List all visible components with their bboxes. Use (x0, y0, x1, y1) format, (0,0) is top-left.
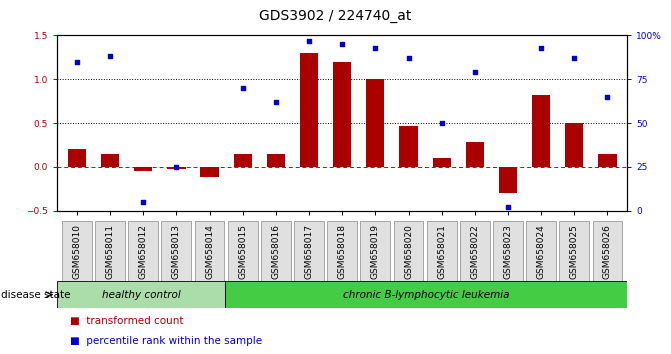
Bar (399, 126, 417, 167)
Bar (499, 167, 517, 193)
FancyBboxPatch shape (560, 221, 589, 281)
Point (105, 53, 115, 59)
Text: GSM658021: GSM658021 (437, 224, 446, 279)
FancyBboxPatch shape (592, 221, 623, 281)
FancyBboxPatch shape (128, 221, 158, 281)
Point (403, 55, 414, 61)
Point (470, 69, 480, 75)
Bar (333, 62, 352, 167)
FancyBboxPatch shape (195, 221, 225, 281)
Bar (201, 167, 219, 177)
Text: GSM658012: GSM658012 (139, 224, 148, 279)
Bar (565, 123, 584, 167)
Bar (466, 142, 484, 167)
Text: GSM658026: GSM658026 (603, 224, 612, 279)
Bar (599, 154, 617, 167)
Point (171, 164, 182, 170)
Point (204, 213, 215, 219)
Point (72, 59, 83, 64)
Text: GSM658024: GSM658024 (537, 224, 546, 279)
Text: GSM658019: GSM658019 (371, 224, 380, 279)
FancyBboxPatch shape (460, 221, 490, 281)
FancyBboxPatch shape (394, 221, 423, 281)
Bar (532, 95, 550, 167)
Text: ■  percentile rank within the sample: ■ percentile rank within the sample (70, 336, 262, 346)
FancyBboxPatch shape (95, 221, 125, 281)
Bar (101, 154, 119, 167)
FancyBboxPatch shape (261, 221, 291, 281)
Point (569, 55, 580, 61)
FancyBboxPatch shape (526, 221, 556, 281)
Point (536, 45, 547, 51)
Text: GSM658022: GSM658022 (470, 224, 479, 279)
Bar (234, 154, 252, 167)
Point (304, 38, 315, 44)
Text: GSM658016: GSM658016 (271, 224, 280, 279)
FancyBboxPatch shape (62, 221, 92, 281)
Text: GSM658010: GSM658010 (72, 224, 81, 279)
Text: GSM658017: GSM658017 (305, 224, 313, 279)
FancyBboxPatch shape (493, 221, 523, 281)
Point (138, 199, 148, 205)
FancyBboxPatch shape (162, 221, 191, 281)
Point (602, 94, 613, 99)
Bar (300, 53, 318, 167)
Bar (134, 167, 152, 171)
Text: GSM658018: GSM658018 (338, 224, 347, 279)
Text: healthy control: healthy control (101, 290, 180, 300)
FancyBboxPatch shape (294, 221, 324, 281)
Point (436, 120, 447, 126)
Text: GSM658014: GSM658014 (205, 224, 214, 279)
Point (238, 85, 248, 91)
Bar (167, 167, 185, 169)
Text: GDS3902 / 224740_at: GDS3902 / 224740_at (259, 9, 412, 23)
Text: GSM658023: GSM658023 (503, 224, 513, 279)
Text: chronic B-lymphocytic leukemia: chronic B-lymphocytic leukemia (343, 290, 509, 300)
Text: GSM658020: GSM658020 (404, 224, 413, 279)
FancyBboxPatch shape (327, 221, 357, 281)
Bar (366, 79, 384, 167)
FancyBboxPatch shape (225, 281, 627, 308)
FancyBboxPatch shape (427, 221, 456, 281)
Point (270, 99, 281, 105)
Text: GSM658013: GSM658013 (172, 224, 181, 279)
FancyBboxPatch shape (228, 221, 258, 281)
Point (503, 204, 513, 210)
Text: GSM658015: GSM658015 (238, 224, 247, 279)
Point (370, 45, 380, 51)
Text: GSM658025: GSM658025 (570, 224, 579, 279)
FancyBboxPatch shape (57, 281, 225, 308)
Text: ■  transformed count: ■ transformed count (70, 316, 184, 326)
Bar (267, 154, 285, 167)
Bar (433, 158, 451, 167)
Point (337, 41, 348, 47)
Text: GSM658011: GSM658011 (105, 224, 115, 279)
FancyBboxPatch shape (360, 221, 391, 281)
Text: disease state: disease state (1, 290, 71, 300)
Bar (68, 149, 86, 167)
